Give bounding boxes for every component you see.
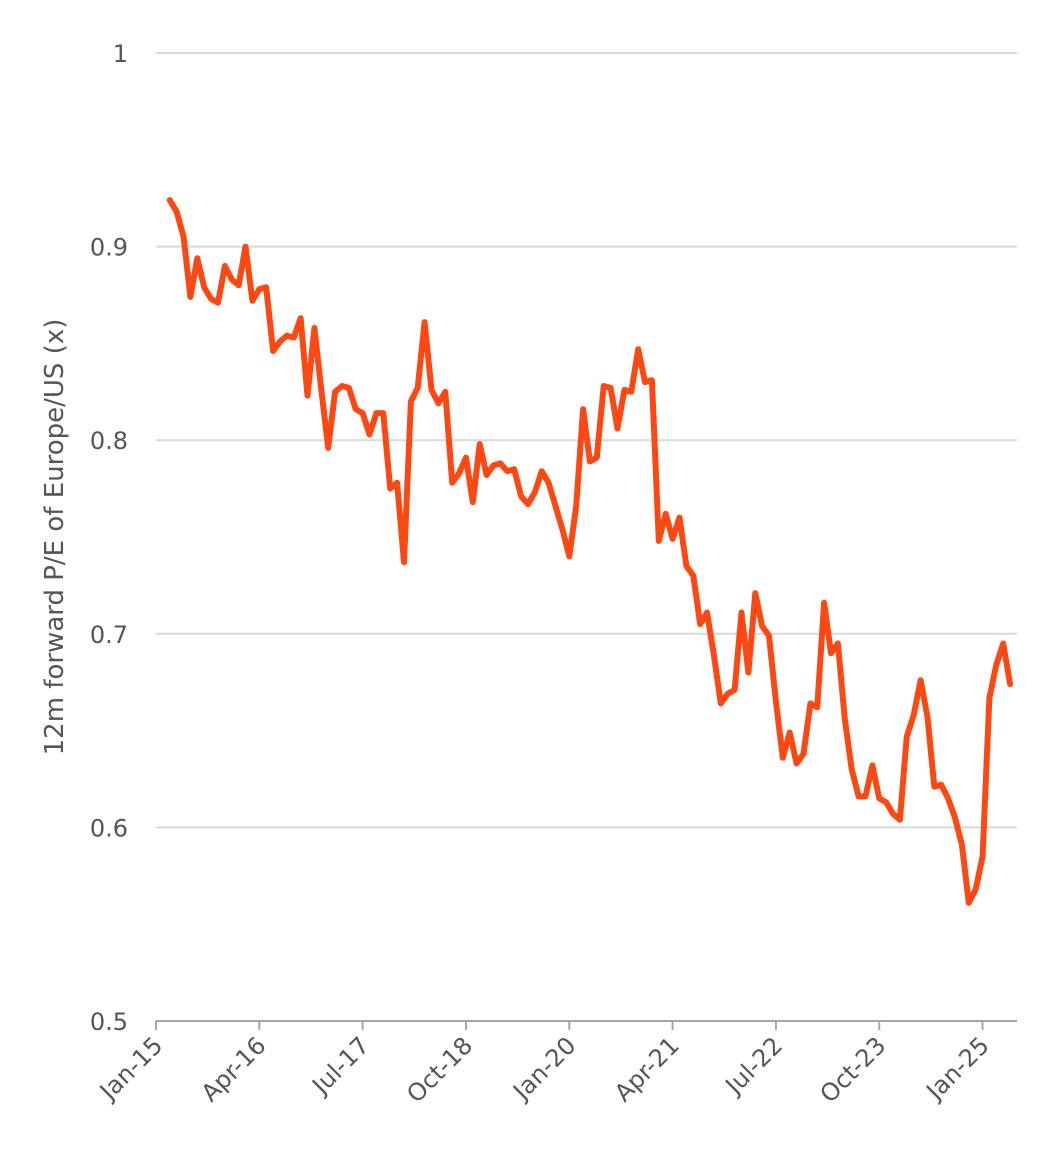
series-polyline <box>166 197 1014 906</box>
y-tick-label: 0.8 <box>90 427 128 455</box>
y-tick-label: 0.9 <box>90 234 128 262</box>
x-axis: Jan-15 Apr-16 Jul-17 Oct-18 Jan-20 Apr-21 Jul-… <box>93 1020 1017 1108</box>
x-tick-label: Jul-17 <box>305 1031 374 1100</box>
y-tick-label: 0.7 <box>90 621 128 649</box>
y-axis: 0.5 0.6 0.7 0.8 0.9 1 <box>90 40 128 1036</box>
x-tick-label: Oct-18 <box>401 1031 478 1108</box>
x-tick-label: Jan-20 <box>506 1031 581 1106</box>
x-tick-label: Apr-16 <box>196 1031 272 1107</box>
y-tick-label: 0.6 <box>90 814 128 842</box>
x-tick-label: Apr-21 <box>609 1031 685 1107</box>
x-tick-label: Jan-25 <box>920 1031 995 1106</box>
series-line <box>166 197 1014 906</box>
x-tick-label: Jan-15 <box>93 1031 168 1106</box>
y-tick-label: 0.5 <box>90 1008 128 1036</box>
x-tick-label: Oct-23 <box>815 1031 892 1108</box>
y-tick-label: 1 <box>113 40 128 68</box>
x-tick-label: Jul-22 <box>719 1031 788 1100</box>
y-axis-label: 12m forward P/E of Europe/US (x) <box>40 319 70 756</box>
